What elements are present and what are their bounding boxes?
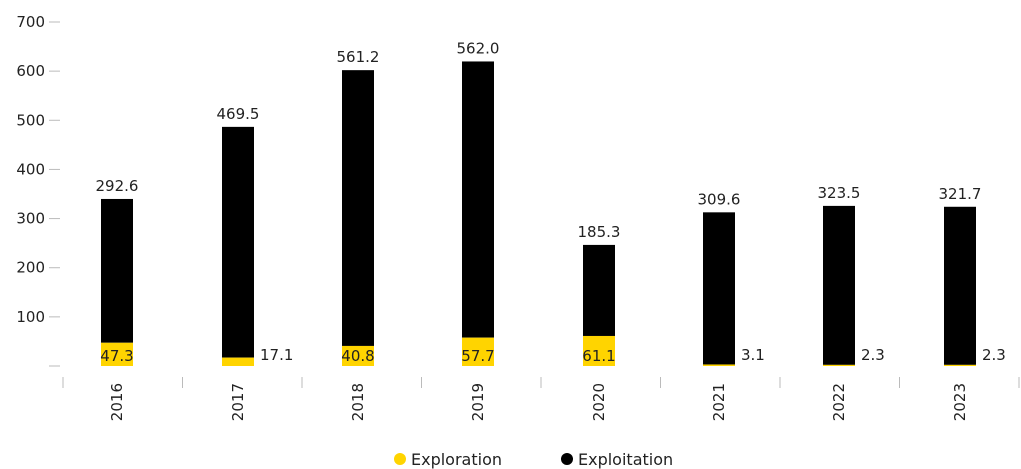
bar-exploitation — [342, 70, 374, 346]
legend-label-exploitation: Exploitation — [578, 450, 673, 469]
bar-exploitation — [703, 212, 735, 364]
data-label-exploration: 61.1 — [582, 347, 615, 365]
y-axis: 700 600 500 400 300 200 100 — [16, 13, 60, 366]
data-label-exploration: 17.1 — [260, 346, 293, 364]
x-tick-label: 2023 — [951, 383, 969, 421]
x-tick-label: 2018 — [349, 383, 367, 421]
bar-exploitation — [222, 127, 254, 358]
legend: Exploration Exploitation — [394, 450, 673, 469]
y-tick-label: 200 — [16, 259, 45, 277]
data-label-exploration: 47.3 — [100, 347, 133, 365]
y-tick-label: 100 — [16, 308, 45, 326]
x-tick-label: 2021 — [710, 383, 728, 421]
data-label-exploitation: 469.5 — [217, 105, 260, 123]
y-tick-label: 300 — [16, 210, 45, 228]
bar-exploration — [703, 364, 735, 366]
bars: 292.6 47.3 469.5 17.1 561.2 40.8 562.0 57.7 185.… — [96, 39, 1006, 366]
data-label-exploitation: 561.2 — [337, 48, 380, 66]
y-tick-label: 600 — [16, 62, 45, 80]
bar-exploitation — [101, 199, 133, 343]
y-tick-label: 400 — [16, 160, 45, 178]
bar-exploitation — [583, 245, 615, 336]
data-label-exploration: 40.8 — [341, 347, 374, 365]
data-label-exploration: 2.3 — [982, 346, 1006, 364]
bar-exploitation — [944, 207, 976, 365]
bar-exploration — [944, 365, 976, 366]
x-tick-label: 2019 — [469, 383, 487, 421]
x-tick-label: 2016 — [108, 383, 126, 421]
x-tick-label: 2017 — [229, 383, 247, 421]
x-tick-label: 2022 — [830, 383, 848, 421]
data-label-exploitation: 185.3 — [578, 223, 621, 241]
data-label-exploration: 3.1 — [741, 346, 765, 364]
data-label-exploitation: 562.0 — [457, 39, 500, 57]
legend-marker-exploitation — [561, 453, 573, 465]
data-label-exploitation: 309.6 — [698, 190, 741, 208]
x-tick-label: 2020 — [590, 383, 608, 421]
legend-marker-exploration — [394, 453, 406, 465]
data-label-exploration: 57.7 — [461, 347, 494, 365]
legend-label-exploration: Exploration — [411, 450, 502, 469]
data-label-exploitation: 323.5 — [818, 184, 861, 202]
y-tick-label: 700 — [16, 13, 45, 31]
bar-exploration — [222, 358, 254, 366]
data-label-exploitation: 321.7 — [939, 185, 982, 203]
bar-exploitation — [823, 206, 855, 365]
bar-exploitation — [462, 61, 494, 337]
y-tick-label: 500 — [16, 111, 45, 129]
bar-exploration — [823, 365, 855, 366]
x-axis: 2016 2017 2018 2019 2020 2021 2022 2023 — [63, 377, 1019, 421]
data-label-exploitation: 292.6 — [96, 177, 139, 195]
data-label-exploration: 2.3 — [861, 346, 885, 364]
